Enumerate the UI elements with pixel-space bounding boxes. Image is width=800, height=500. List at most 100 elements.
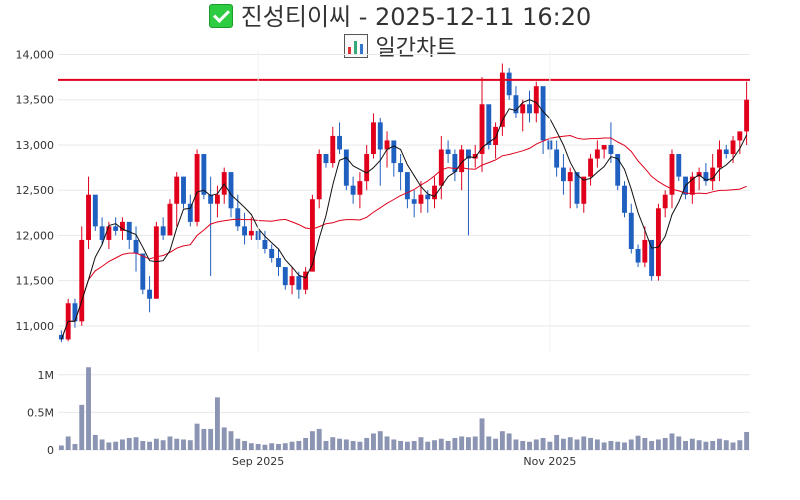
volume-bar: [255, 443, 261, 450]
candle: [669, 149, 675, 209]
volume-bar: [635, 435, 641, 450]
candle-body: [615, 154, 621, 186]
price-grid: [58, 54, 750, 327]
candle: [452, 149, 458, 182]
candle-body: [459, 149, 465, 173]
volume-bar: [432, 440, 437, 450]
candle-body: [533, 86, 539, 114]
candle-body: [113, 226, 119, 231]
candle-body: [506, 72, 512, 96]
candle-body: [588, 158, 594, 177]
volume-bar: [79, 404, 85, 450]
candle-body: [343, 149, 349, 186]
volume-bar: [350, 440, 356, 450]
candle: [343, 149, 349, 191]
volume-bar: [527, 441, 532, 450]
candle-body: [58, 334, 64, 340]
volume-bar: [730, 442, 736, 450]
volume-bar: [466, 437, 471, 450]
chart-subtitle: 일간차트: [0, 34, 800, 63]
volume-bar: [316, 428, 322, 450]
date-axis-labels: Sep 2025 Nov 2025: [232, 50, 576, 468]
candle-body: [601, 144, 607, 150]
candle: [228, 172, 234, 218]
volume-bar: [194, 423, 200, 450]
candle-body: [228, 172, 234, 209]
volume-bar: [330, 437, 336, 450]
chart-title-text: 진성티이씨 - 2025-12-11 16:20: [240, 3, 592, 31]
candle: [214, 185, 220, 218]
candle-body: [554, 149, 560, 168]
date-tick-label: Sep 2025: [232, 455, 284, 468]
price-tick-label: 14,000: [16, 49, 55, 62]
bar-chart-icon: [343, 34, 368, 58]
candle: [377, 117, 383, 186]
candle: [615, 154, 621, 191]
candle-body: [723, 149, 729, 155]
volume-bar: [737, 440, 743, 450]
candle-body: [737, 131, 743, 141]
volume-bar: [126, 437, 132, 450]
volume-bar: [683, 440, 688, 450]
candle-body: [744, 99, 750, 132]
volume-bar: [398, 440, 404, 450]
volume-bar: [133, 437, 139, 450]
candle: [371, 113, 376, 159]
candle-body: [235, 208, 241, 227]
candle: [432, 176, 437, 209]
candle: [140, 253, 146, 295]
candle: [357, 172, 363, 209]
candle-body: [371, 122, 376, 155]
volume-bar: [567, 437, 573, 450]
volume-bar: [323, 440, 329, 450]
volume-bar: [472, 436, 478, 450]
candle-body: [642, 239, 648, 263]
candle: [337, 122, 342, 155]
candle: [717, 140, 722, 182]
candle-body: [479, 104, 485, 155]
candle-body: [337, 135, 342, 150]
candle: [126, 221, 132, 249]
candle-body: [194, 154, 200, 222]
price-tick-label: 11,000: [16, 320, 55, 333]
volume-bar: [208, 428, 214, 450]
volume-bar: [187, 440, 193, 450]
candle-body: [432, 185, 437, 200]
candle: [262, 230, 268, 254]
volume-bar: [120, 439, 125, 450]
volume-bar: [235, 438, 241, 450]
volume-bar: [662, 437, 668, 450]
candle-body: [208, 194, 214, 204]
candle: [330, 126, 336, 168]
candle: [696, 167, 702, 191]
volume-bar: [438, 438, 444, 450]
candle: [208, 176, 214, 277]
candle: [649, 239, 655, 281]
candle-body: [520, 104, 526, 114]
candle-body: [594, 149, 600, 159]
candle: [303, 267, 309, 295]
candle: [248, 217, 254, 240]
candle-body: [167, 203, 173, 236]
volume-bar: [594, 439, 600, 450]
volume-bar: [296, 440, 302, 450]
candle: [723, 144, 729, 159]
candle: [466, 149, 471, 236]
volume-bar: [147, 441, 153, 450]
candle: [113, 217, 119, 236]
candle-body: [99, 226, 105, 240]
candle-body: [574, 172, 580, 204]
candle: [472, 144, 478, 168]
candle: [242, 212, 248, 245]
candle-body: [201, 154, 207, 195]
candle: [235, 194, 241, 231]
chart-title: 진성티이씨 - 2025-12-11 16:20: [0, 2, 800, 32]
volume-axis-labels: 0 0.5M 1M: [27, 369, 54, 457]
volume-bar: [574, 439, 580, 450]
candle-body: [669, 154, 675, 195]
candle: [187, 194, 193, 227]
candle: [86, 176, 91, 249]
volume-bar: [269, 443, 275, 450]
candle-body: [330, 135, 336, 164]
